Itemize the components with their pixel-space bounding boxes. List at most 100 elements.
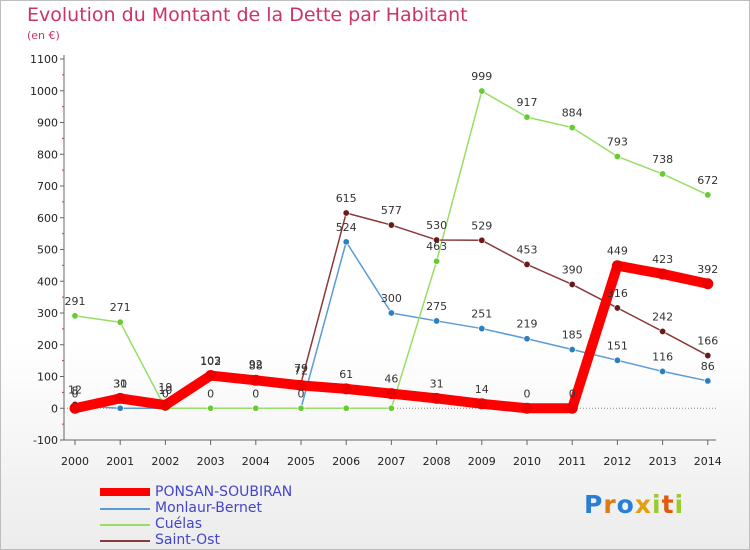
data-label-saint-ost: 529 xyxy=(471,219,492,232)
data-label-monlaur-bernet: 0 xyxy=(252,387,259,400)
data-point-monlaur-bernet xyxy=(659,367,667,375)
data-point-cu-las xyxy=(523,113,531,121)
x-tick-label: 2012 xyxy=(603,455,631,468)
data-label-monlaur-bernet: 219 xyxy=(517,318,538,331)
data-point-saint-ost xyxy=(568,280,576,288)
legend-swatch-monlaur-bernet xyxy=(100,508,150,510)
data-point-cu-las xyxy=(659,170,667,178)
data-point-monlaur-bernet xyxy=(116,404,124,412)
data-label-saint-ost: 530 xyxy=(426,219,447,232)
legend-swatch-saint-ost xyxy=(100,540,150,542)
y-tick-label: 0 xyxy=(51,402,58,415)
data-label-ponsan-soubiran: 423 xyxy=(652,253,673,266)
logo-letter: P xyxy=(584,490,604,519)
series-lines xyxy=(69,87,714,414)
data-point-monlaur-bernet xyxy=(387,309,395,317)
data-label-ponsan-soubiran: 0 xyxy=(524,387,531,400)
data-label-ponsan-soubiran: 10 xyxy=(158,384,172,397)
data-point-saint-ost xyxy=(613,304,621,312)
data-label-monlaur-bernet: 151 xyxy=(607,339,628,352)
data-point-cu-las xyxy=(704,191,712,199)
data-point-ponsan-soubiran xyxy=(611,260,623,272)
data-label-ponsan-soubiran: 31 xyxy=(113,377,127,390)
data-point-cu-las xyxy=(116,318,124,326)
data-point-saint-ost xyxy=(659,327,667,335)
data-point-ponsan-soubiran xyxy=(205,370,217,382)
data-label-ponsan-soubiran: 61 xyxy=(339,368,353,381)
x-tick-label: 2006 xyxy=(332,455,360,468)
data-label-monlaur-bernet: 0 xyxy=(207,387,214,400)
data-point-saint-ost xyxy=(433,236,441,244)
logo-letter: t xyxy=(661,490,675,519)
data-label-saint-ost: 166 xyxy=(697,335,718,348)
y-tick-label: 1100 xyxy=(30,53,58,66)
y-tick-label: 400 xyxy=(37,275,58,288)
legend-label-saint-ost: Saint-Ost xyxy=(155,532,220,548)
logo-letter: o xyxy=(616,490,635,519)
y-tick-label: 500 xyxy=(37,244,58,257)
x-tick-label: 2000 xyxy=(61,455,89,468)
x-tick-label: 2014 xyxy=(694,455,722,468)
data-point-monlaur-bernet xyxy=(704,377,712,385)
data-label-ponsan-soubiran: 0 xyxy=(72,387,79,400)
x-tick-label: 2013 xyxy=(649,455,677,468)
logo-letter: i xyxy=(652,490,662,519)
data-point-saint-ost xyxy=(523,260,531,268)
data-point-cu-las xyxy=(478,87,486,95)
data-label-monlaur-bernet: 8 xyxy=(72,385,79,398)
data-label-cu-las: 999 xyxy=(471,70,492,83)
data-point-saint-ost xyxy=(387,221,395,229)
legend-swatch-ponsan-soubiran xyxy=(100,488,150,496)
data-label-monlaur-bernet: 116 xyxy=(652,350,673,363)
data-label-ponsan-soubiran: 392 xyxy=(697,263,718,276)
data-label-ponsan-soubiran: 449 xyxy=(607,245,628,258)
y-tick-label: 300 xyxy=(37,307,58,320)
data-point-cu-las xyxy=(297,404,305,412)
data-point-monlaur-bernet xyxy=(433,317,441,325)
data-label-saint-ost: 390 xyxy=(562,263,583,276)
data-point-ponsan-soubiran xyxy=(521,402,533,414)
data-label-monlaur-bernet: 0 xyxy=(298,387,305,400)
x-tick-label: 2002 xyxy=(151,455,179,468)
data-point-cu-las xyxy=(207,404,215,412)
data-point-saint-ost xyxy=(704,352,712,360)
data-label-cu-las: 291 xyxy=(65,295,86,308)
data-label-cu-las: 738 xyxy=(652,153,673,166)
x-tick-label: 2005 xyxy=(287,455,315,468)
data-label-ponsan-soubiran: 103 xyxy=(200,355,221,368)
data-label-saint-ost: 79 xyxy=(294,362,308,375)
y-tick-label: 200 xyxy=(37,339,58,352)
data-point-monlaur-bernet xyxy=(568,346,576,354)
data-point-ponsan-soubiran xyxy=(69,402,81,414)
data-point-saint-ost xyxy=(478,236,486,244)
data-point-monlaur-bernet xyxy=(478,325,486,333)
y-tick-label: 900 xyxy=(37,117,58,130)
legend-label-cuelas: Cuélas xyxy=(155,516,203,532)
data-point-ponsan-soubiran xyxy=(476,398,488,410)
data-label-cu-las: 793 xyxy=(607,135,628,148)
data-point-cu-las xyxy=(71,312,79,320)
data-label-saint-ost: 453 xyxy=(517,243,538,256)
x-tick-label: 2001 xyxy=(106,455,134,468)
logo-letter: i xyxy=(674,490,685,519)
y-tick-label: 1000 xyxy=(30,85,58,98)
data-label-saint-ost: 242 xyxy=(652,310,673,323)
chart-subtitle: (en €) xyxy=(27,29,60,42)
data-label-ponsan-soubiran: 31 xyxy=(430,377,444,390)
data-label-monlaur-bernet: 86 xyxy=(701,360,715,373)
data-label-cu-las: 884 xyxy=(562,107,583,120)
data-point-ponsan-soubiran xyxy=(385,388,397,400)
data-label-cu-las: 672 xyxy=(697,174,718,187)
data-label-monlaur-bernet: 185 xyxy=(562,329,583,342)
data-point-monlaur-bernet xyxy=(342,238,350,246)
data-label-saint-ost: 102 xyxy=(200,355,221,368)
data-point-cu-las xyxy=(433,257,441,265)
data-point-cu-las xyxy=(568,124,576,132)
x-tick-label: 2008 xyxy=(423,455,451,468)
x-tick-label: 2007 xyxy=(377,455,405,468)
data-label-monlaur-bernet: 524 xyxy=(336,221,357,234)
x-tick-label: 2004 xyxy=(242,455,270,468)
